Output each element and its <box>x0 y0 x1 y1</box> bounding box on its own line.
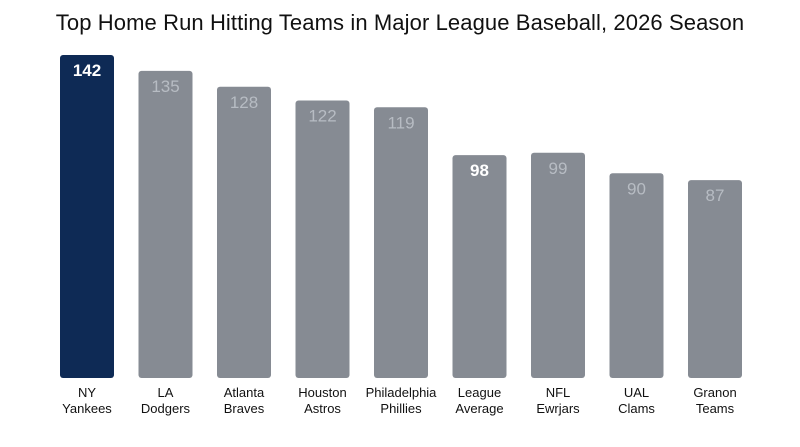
bar-value-label-6: 99 <box>549 159 568 178</box>
category-label-8: Granon Teams <box>693 385 736 416</box>
category-label-3: Houston Astros <box>298 385 346 416</box>
bar-value-label-1: 135 <box>151 77 179 96</box>
bar-value-label-0: 142 <box>73 61 101 80</box>
bar-value-label-7: 90 <box>627 179 646 198</box>
category-label-4: Philadelphia Phillies <box>366 385 438 416</box>
category-label-5: League Average <box>455 385 503 416</box>
bar-5 <box>452 155 507 378</box>
bar-4 <box>374 107 428 379</box>
category-labels-group: NY Yankees LA Dodgers Atlanta Braves Houston As… <box>62 385 737 416</box>
value-labels-group: 142 135 128 122 119 98 99 90 87 <box>73 61 725 205</box>
bar-6 <box>531 152 585 378</box>
bar-value-label-2: 128 <box>230 93 258 112</box>
bar-1 <box>138 70 193 379</box>
bar-value-label-3: 122 <box>308 107 336 126</box>
bar-value-label-8: 87 <box>706 186 725 205</box>
bar-value-label-5: 98 <box>470 161 489 180</box>
bar-8 <box>688 180 742 378</box>
chart-title: Top Home Run Hitting Teams in Major Leag… <box>55 10 745 35</box>
category-label-6: NFL Ewrjars <box>536 385 580 416</box>
category-label-2: Atlanta Braves <box>224 385 265 416</box>
bar-value-label-4: 119 <box>387 113 414 132</box>
bar-2 <box>217 86 271 379</box>
category-label-7: UAL Clams <box>618 385 655 416</box>
bar-7 <box>609 173 664 378</box>
category-label-0: NY Yankees <box>62 385 112 416</box>
category-label-1: LA Dodgers <box>141 385 191 416</box>
bars-group <box>60 55 742 379</box>
bar-0 <box>60 55 114 378</box>
bar-3 <box>295 100 350 378</box>
